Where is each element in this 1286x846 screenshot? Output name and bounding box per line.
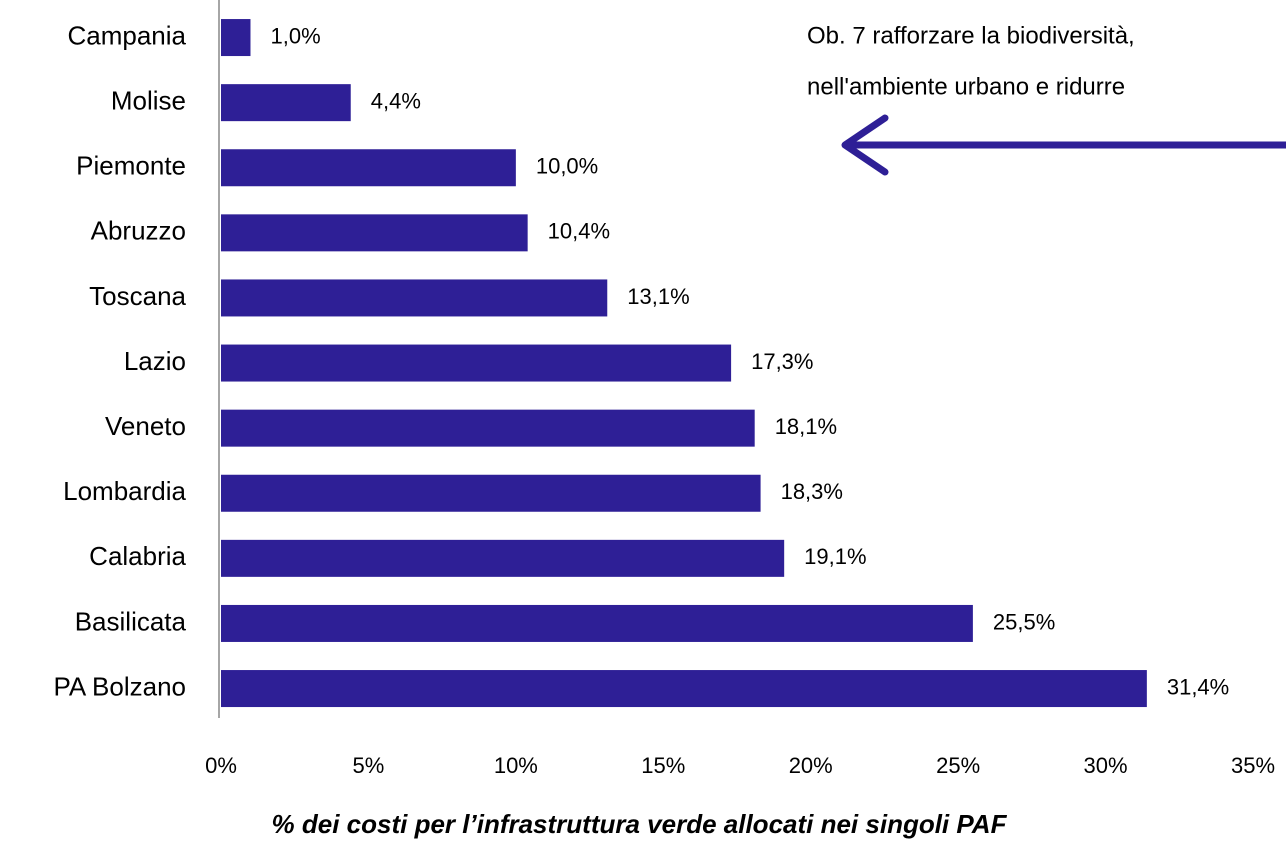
category-label: PA Bolzano — [53, 671, 186, 701]
category-label: Piemonte — [76, 151, 186, 181]
x-tick-label: 0% — [205, 753, 237, 778]
data-label: 1,0% — [270, 23, 320, 48]
category-label: Molise — [111, 86, 186, 116]
x-tick-label: 15% — [641, 753, 685, 778]
bar — [221, 214, 528, 252]
bar — [221, 19, 251, 57]
bar — [221, 84, 351, 122]
data-label: 19,1% — [804, 544, 866, 569]
x-tick-label: 20% — [789, 753, 833, 778]
annotation: nell'ambiente urbano e ridurre — [807, 73, 1125, 100]
x-tick-label: 30% — [1084, 753, 1128, 778]
bar — [221, 149, 516, 187]
data-label: 4,4% — [371, 88, 421, 113]
bar — [221, 474, 761, 512]
data-label: 13,1% — [627, 284, 689, 309]
bar — [221, 604, 973, 642]
category-label: Calabria — [89, 541, 186, 571]
category-label: Toscana — [89, 281, 186, 311]
data-label: 10,4% — [548, 219, 610, 244]
category-label: Lombardia — [63, 476, 186, 506]
data-label: 17,3% — [751, 349, 813, 374]
x-tick-label: 35% — [1231, 753, 1275, 778]
data-label: 10,0% — [536, 154, 598, 179]
x-tick-label: 5% — [353, 753, 385, 778]
bar — [221, 539, 785, 577]
data-label: 18,1% — [775, 414, 837, 439]
data-label: 18,3% — [781, 479, 843, 504]
category-label: Abruzzo — [91, 216, 186, 246]
bar — [221, 279, 608, 317]
category-label: Lazio — [124, 346, 186, 376]
bar — [221, 670, 1147, 708]
category-label: Veneto — [105, 411, 186, 441]
x-axis-label: % dei costi per l’infrastruttura verde a… — [272, 809, 1008, 839]
data-label: 25,5% — [993, 609, 1055, 634]
category-label: Basilicata — [75, 606, 187, 636]
x-tick-label: 25% — [936, 753, 980, 778]
bar — [221, 409, 755, 447]
category-label: Campania — [67, 20, 186, 50]
data-label: 31,4% — [1167, 674, 1229, 699]
bar — [221, 344, 732, 382]
x-tick-label: 10% — [494, 753, 538, 778]
annotation: Ob. 7 rafforzare la biodiversità, — [807, 22, 1135, 49]
arrow — [841, 114, 1286, 176]
